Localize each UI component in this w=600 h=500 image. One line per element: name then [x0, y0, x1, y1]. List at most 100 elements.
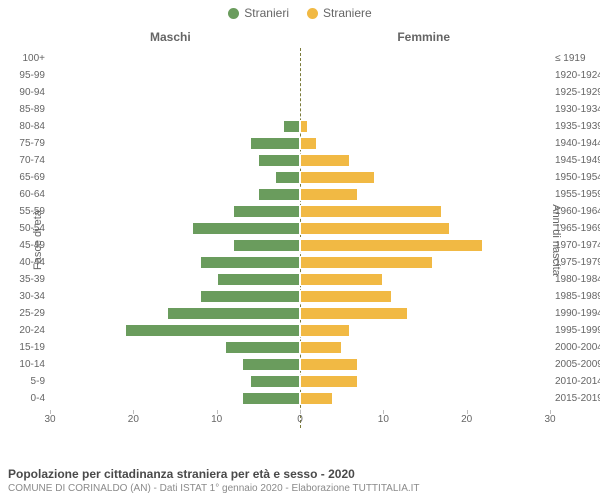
bar-female: [300, 239, 483, 252]
bar-male: [233, 239, 300, 252]
x-tick-label: 20: [128, 414, 139, 425]
bar-female: [300, 120, 308, 133]
chart-subtitle: COMUNE DI CORINALDO (AN) - Dati ISTAT 1°…: [8, 483, 592, 494]
bar-male: [275, 171, 300, 184]
birth-label: 1960-1964: [555, 203, 600, 220]
header-male: Maschi: [150, 30, 191, 44]
pyramid-row: 10-142005-2009: [50, 356, 550, 373]
age-label: 40-44: [1, 254, 45, 271]
pyramid-row: 95-991920-1924: [50, 67, 550, 84]
bar-male: [125, 324, 300, 337]
birth-label: 2010-2014: [555, 373, 600, 390]
pyramid-row: 45-491970-1974: [50, 237, 550, 254]
legend-item-female: Straniere: [307, 6, 372, 20]
age-label: 75-79: [1, 135, 45, 152]
x-tick-label: 0: [297, 414, 303, 425]
birth-label: 1980-1984: [555, 271, 600, 288]
chart-title: Popolazione per cittadinanza straniera p…: [8, 467, 592, 481]
birth-label: 1930-1934: [555, 101, 600, 118]
age-label: 80-84: [1, 118, 45, 135]
pyramid-row: 70-741945-1949: [50, 152, 550, 169]
birth-label: 1965-1969: [555, 220, 600, 237]
age-label: 0-4: [1, 390, 45, 407]
pyramid-row: 50-541965-1969: [50, 220, 550, 237]
pyramid-row: 90-941925-1929: [50, 84, 550, 101]
chart-area: Maschi Femmine Fasce di età Anni di nasc…: [50, 30, 550, 450]
bar-female: [300, 171, 375, 184]
x-tick-label: 30: [44, 414, 55, 425]
age-label: 30-34: [1, 288, 45, 305]
age-label: 90-94: [1, 84, 45, 101]
pyramid-row: 35-391980-1984: [50, 271, 550, 288]
bar-male: [233, 205, 300, 218]
pyramid-row: 60-641955-1959: [50, 186, 550, 203]
age-label: 45-49: [1, 237, 45, 254]
bar-male: [250, 375, 300, 388]
birth-label: 1995-1999: [555, 322, 600, 339]
bar-female: [300, 375, 358, 388]
birth-label: 1985-1989: [555, 288, 600, 305]
bar-female: [300, 290, 392, 303]
age-label: 55-59: [1, 203, 45, 220]
pyramid-row: 85-891930-1934: [50, 101, 550, 118]
pyramid-row: 75-791940-1944: [50, 135, 550, 152]
x-axis: 3020100102030: [50, 412, 550, 428]
birth-label: 2015-2019: [555, 390, 600, 407]
legend-label-female: Straniere: [323, 6, 372, 20]
age-label: 85-89: [1, 101, 45, 118]
pyramid-row: 5-92010-2014: [50, 373, 550, 390]
pyramid-row: 15-192000-2004: [50, 339, 550, 356]
birth-label: 2005-2009: [555, 356, 600, 373]
bar-male: [258, 188, 300, 201]
pyramid-row: 0-42015-2019: [50, 390, 550, 407]
bar-male: [200, 290, 300, 303]
birth-label: 1955-1959: [555, 186, 600, 203]
age-label: 70-74: [1, 152, 45, 169]
legend: Stranieri Straniere: [0, 0, 600, 20]
pyramid-row: 100+≤ 1919: [50, 50, 550, 67]
x-tick-label: 20: [461, 414, 472, 425]
header-female: Femmine: [397, 30, 450, 44]
birth-label: 1920-1924: [555, 67, 600, 84]
birth-label: 1970-1974: [555, 237, 600, 254]
bar-female: [300, 222, 450, 235]
bar-female: [300, 324, 350, 337]
birth-label: 1935-1939: [555, 118, 600, 135]
age-label: 50-54: [1, 220, 45, 237]
birth-label: 1990-1994: [555, 305, 600, 322]
age-label: 25-29: [1, 305, 45, 322]
bar-female: [300, 307, 408, 320]
age-label: 20-24: [1, 322, 45, 339]
pyramid-row: 40-441975-1979: [50, 254, 550, 271]
birth-label: 1975-1979: [555, 254, 600, 271]
bar-male: [242, 358, 300, 371]
age-label: 15-19: [1, 339, 45, 356]
pyramid-row: 25-291990-1994: [50, 305, 550, 322]
pyramid-row: 65-691950-1954: [50, 169, 550, 186]
birth-label: 1940-1944: [555, 135, 600, 152]
age-label: 10-14: [1, 356, 45, 373]
birth-label: ≤ 1919: [555, 50, 600, 67]
pyramid-row: 55-591960-1964: [50, 203, 550, 220]
x-tick-label: 10: [378, 414, 389, 425]
pyramid-row: 80-841935-1939: [50, 118, 550, 135]
bar-female: [300, 358, 358, 371]
bar-female: [300, 273, 383, 286]
bar-female: [300, 137, 317, 150]
x-tick-label: 30: [544, 414, 555, 425]
bar-male: [192, 222, 300, 235]
x-tick-label: 10: [211, 414, 222, 425]
bar-female: [300, 341, 342, 354]
legend-label-male: Stranieri: [244, 6, 289, 20]
bar-male: [242, 392, 300, 405]
birth-label: 1950-1954: [555, 169, 600, 186]
birth-label: 2000-2004: [555, 339, 600, 356]
pyramid-row: 20-241995-1999: [50, 322, 550, 339]
legend-dot-male: [228, 8, 239, 19]
birth-label: 1945-1949: [555, 152, 600, 169]
bar-male: [167, 307, 300, 320]
bar-male: [258, 154, 300, 167]
bar-male: [283, 120, 300, 133]
legend-item-male: Stranieri: [228, 6, 289, 20]
age-label: 35-39: [1, 271, 45, 288]
